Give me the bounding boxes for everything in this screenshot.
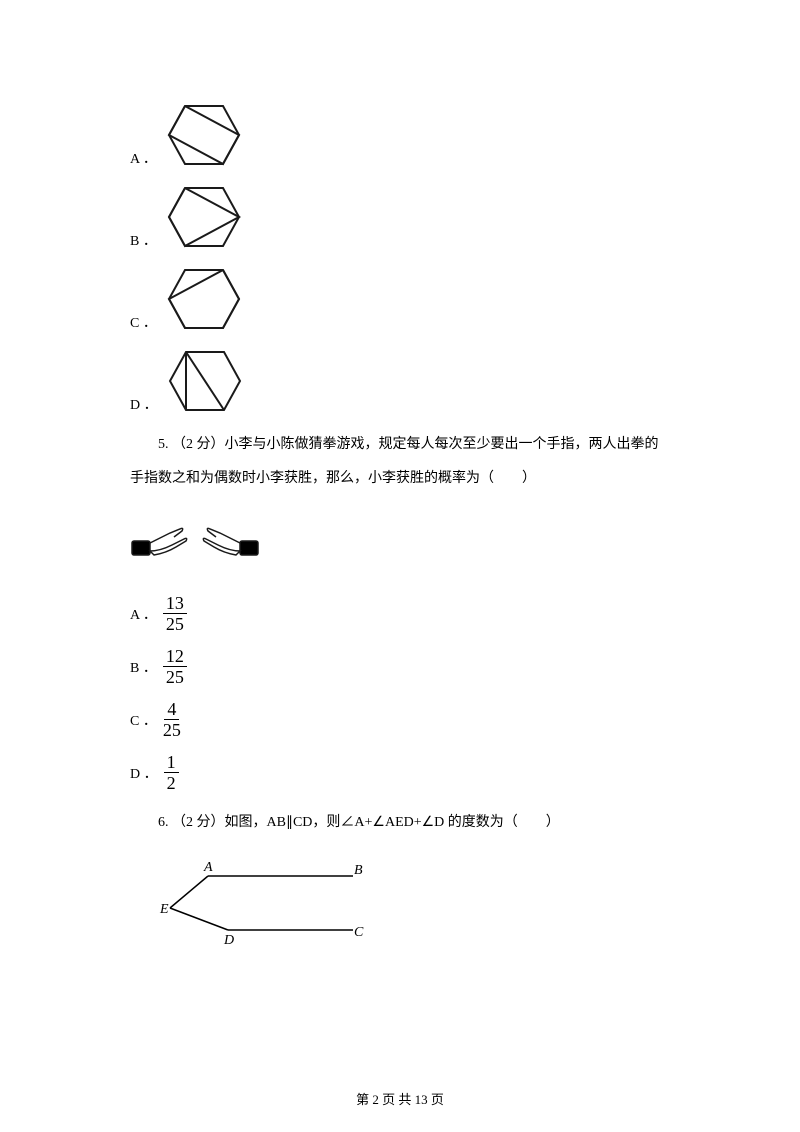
q4-option-b: B ． [130, 182, 670, 252]
option-label: D ． [130, 394, 158, 416]
numerator: 1 [164, 753, 179, 773]
q4-option-d: D ． [130, 346, 670, 416]
q5-option-d: D ． 1 2 [130, 753, 670, 792]
option-label: A ． [130, 148, 157, 170]
q6-text: 6. （2 分）如图，AB∥CD，则∠A+∠AED+∠D 的度数为（ ） [130, 806, 670, 840]
q4-option-a: A ． [130, 100, 670, 170]
option-label: A ． [130, 604, 157, 624]
q5-option-c: C ． 4 25 [130, 700, 670, 739]
label-b: B [354, 863, 363, 878]
denominator: 25 [166, 614, 184, 633]
fraction: 4 25 [163, 700, 181, 739]
fraction: 13 25 [163, 594, 187, 633]
hexagon-b-icon [165, 182, 243, 252]
label-e: E [159, 902, 169, 917]
q5-option-a: A ． 13 25 [130, 594, 670, 633]
option-label: B ． [130, 657, 157, 677]
numerator: 13 [163, 594, 187, 614]
option-label: B ． [130, 230, 157, 252]
numerator: 4 [164, 700, 179, 720]
hexagon-d-icon [166, 346, 244, 416]
denominator: 25 [163, 720, 181, 739]
q5-option-b: B ． 12 25 [130, 647, 670, 686]
hexagon-c-icon [165, 264, 243, 334]
option-label: C ． [130, 312, 157, 334]
q5-text: 5. （2 分）小李与小陈做猜拳游戏，规定每人每次至少要出一个手指，两人出拳的手… [130, 428, 670, 495]
denominator: 2 [167, 773, 176, 792]
denominator: 25 [166, 667, 184, 686]
label-a: A [203, 860, 213, 875]
label-c: C [354, 925, 364, 940]
hands-icon [130, 511, 260, 567]
label-d: D [223, 933, 234, 948]
page-footer: 第 2 页 共 13 页 [0, 1089, 800, 1108]
q4-option-c: C ． [130, 264, 670, 334]
q6-diagram: A B E D C [158, 858, 378, 948]
option-label: D ． [130, 763, 158, 783]
numerator: 12 [163, 647, 187, 667]
fraction: 12 25 [163, 647, 187, 686]
fraction: 1 2 [164, 753, 179, 792]
option-label: C ． [130, 710, 157, 730]
hexagon-a-icon [165, 100, 243, 170]
